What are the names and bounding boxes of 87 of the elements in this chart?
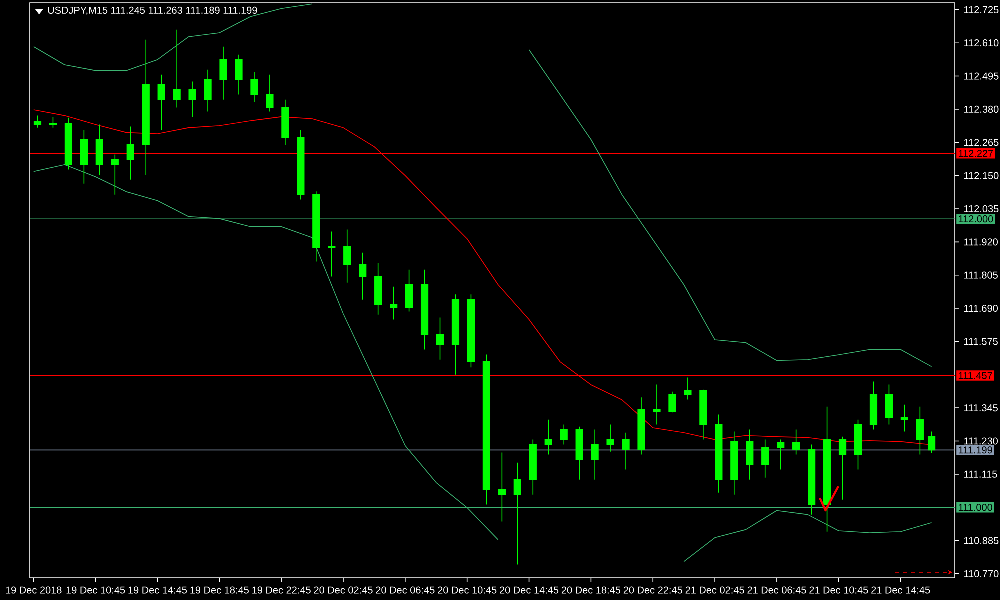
candlestick bbox=[452, 294, 460, 376]
ref-line-label: 111.199 bbox=[958, 446, 992, 454]
candlestick bbox=[529, 439, 537, 496]
x-tick-label: 19 Dec 18:45 bbox=[190, 586, 249, 594]
y-tick-label: 112.150 bbox=[964, 172, 999, 180]
candlestick bbox=[96, 124, 104, 176]
x-tick-label: 20 Dec 10:45 bbox=[438, 586, 497, 594]
candlestick bbox=[560, 424, 568, 446]
candlestick bbox=[606, 424, 614, 452]
candlestick bbox=[467, 294, 476, 368]
candlestick bbox=[576, 426, 584, 480]
candlestick bbox=[928, 431, 936, 454]
candlestick bbox=[142, 40, 150, 176]
candlestick bbox=[80, 130, 88, 184]
candlestick bbox=[700, 389, 708, 440]
x-tick-label: 20 Dec 14:45 bbox=[500, 586, 559, 594]
ref-line-label: 112.000 bbox=[958, 216, 994, 223]
candlestick bbox=[730, 431, 738, 496]
y-tick-label: 111.230 bbox=[964, 438, 998, 445]
candlestick bbox=[916, 406, 924, 456]
y-tick-label: 112.610 bbox=[964, 40, 999, 47]
candlestick bbox=[885, 384, 894, 426]
candlestick bbox=[344, 229, 352, 284]
candlestick bbox=[622, 432, 630, 470]
candlestick bbox=[715, 414, 723, 494]
candlestick bbox=[250, 72, 258, 102]
x-tick-label: 19 Dec 10:45 bbox=[66, 586, 126, 594]
candlestick bbox=[668, 392, 676, 414]
x-tick-label: 21 Dec 02:45 bbox=[686, 586, 744, 594]
candlestick bbox=[746, 429, 754, 480]
x-tick-label: 20 Dec 18:45 bbox=[562, 586, 621, 594]
x-tick-label: 21 Dec 10:45 bbox=[810, 586, 868, 594]
candlestick bbox=[436, 317, 444, 360]
y-tick-label: 110.885 bbox=[964, 537, 999, 544]
x-tick-label: 19 Dec 22:45 bbox=[252, 586, 311, 594]
candlestick bbox=[854, 419, 862, 470]
chart-title: USDJPY,M15 111.245 111.263 111.189 111.199 bbox=[48, 6, 258, 16]
candlestick bbox=[266, 74, 274, 112]
candlestick bbox=[297, 130, 305, 200]
candlestick bbox=[544, 419, 552, 456]
x-tick-label: 19 Dec 14:45 bbox=[128, 586, 188, 594]
candlestick bbox=[173, 29, 181, 108]
ref-line-label: 112.227 bbox=[958, 150, 994, 158]
candlestick bbox=[126, 126, 134, 180]
y-tick-label: 111.690 bbox=[964, 304, 998, 312]
candlestick bbox=[374, 262, 382, 316]
y-tick-label: 112.380 bbox=[964, 106, 999, 113]
candlestick bbox=[312, 191, 320, 262]
candlestick bbox=[235, 54, 243, 96]
candlestick bbox=[870, 381, 878, 430]
candlestick bbox=[204, 70, 212, 112]
candlestick bbox=[792, 429, 800, 456]
y-tick-label: 112.725 bbox=[964, 6, 999, 14]
ref-line-label: 111.000 bbox=[958, 504, 992, 512]
candlestick bbox=[111, 154, 119, 196]
candlestick bbox=[762, 439, 770, 478]
candlestick bbox=[158, 74, 166, 130]
y-tick-label: 112.495 bbox=[964, 72, 999, 80]
y-tick-label: 112.265 bbox=[964, 139, 999, 146]
candlestick bbox=[591, 429, 599, 480]
candlestick bbox=[405, 269, 414, 312]
y-tick-label: 111.575 bbox=[964, 338, 998, 346]
candlestick bbox=[638, 397, 646, 456]
candlestick bbox=[823, 406, 832, 532]
candlestick bbox=[328, 231, 336, 278]
x-tick-label: 19 Dec 2018 bbox=[6, 586, 62, 594]
candlestick bbox=[188, 81, 196, 118]
candlestick bbox=[220, 46, 228, 100]
candlestick bbox=[653, 384, 661, 426]
candlestick bbox=[420, 269, 429, 350]
x-tick-label: 21 Dec 06:45 bbox=[748, 586, 806, 594]
y-tick-label: 111.115 bbox=[964, 470, 998, 478]
ref-line-label: 111.457 bbox=[958, 372, 992, 380]
y-tick-label: 111.920 bbox=[964, 238, 998, 246]
y-tick-label: 111.345 bbox=[964, 404, 998, 412]
y-tick-label: 112.035 bbox=[964, 205, 999, 213]
candlestick bbox=[808, 444, 816, 516]
x-tick-label: 20 Dec 02:45 bbox=[314, 586, 373, 594]
candlestick bbox=[64, 117, 73, 170]
candlestick bbox=[282, 100, 290, 146]
y-tick-label: 111.805 bbox=[964, 272, 998, 279]
x-tick-label: 21 Dec 14:45 bbox=[872, 586, 930, 594]
candlestick bbox=[684, 377, 692, 400]
candlestick bbox=[482, 354, 491, 506]
x-tick-label: 20 Dec 22:45 bbox=[624, 586, 682, 594]
y-tick-label: 110.770 bbox=[964, 570, 999, 578]
x-tick-label: 20 Dec 06:45 bbox=[376, 586, 435, 594]
